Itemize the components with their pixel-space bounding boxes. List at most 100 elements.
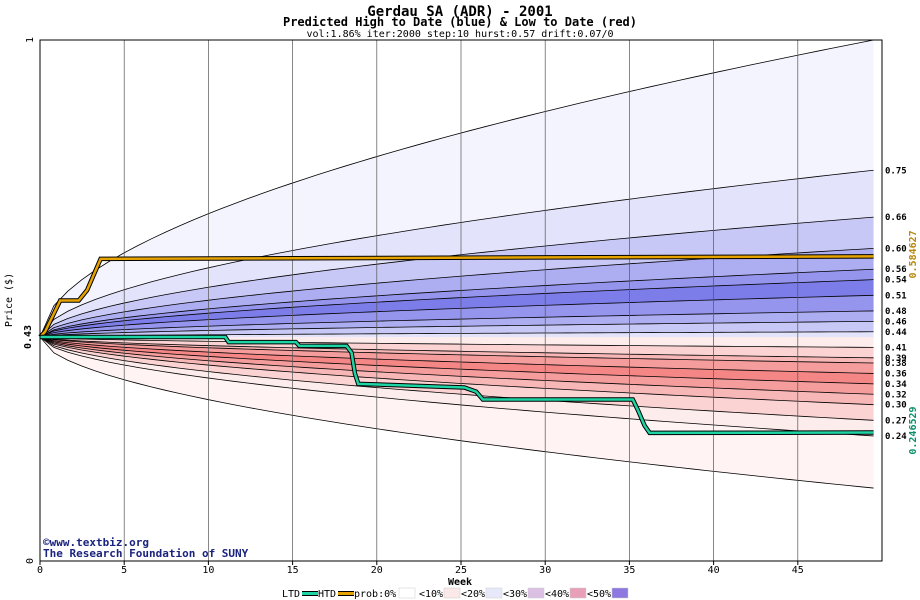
credit-foundation: The Research Foundation of SUNY [43, 547, 249, 560]
high-band-2 [40, 217, 874, 337]
y-axis-label: Price ($) [4, 273, 15, 327]
legend-swatch-7 [611, 587, 629, 599]
legend-swatch-6 [569, 587, 587, 599]
series-lines [38, 254, 874, 436]
low-band-edge-2 [39, 336, 874, 421]
legend-swatch-0 [302, 592, 318, 595]
low-band-9 [40, 336, 874, 348]
high-band-7 [40, 310, 874, 337]
legend-swatch-3 [443, 587, 461, 599]
x-tick-label-8: 40 [708, 565, 720, 576]
chart-params: vol:1.86% iter:2000 step:10 hurst:0.57 d… [306, 29, 613, 40]
series-line-htd [39, 255, 874, 338]
right-label-12: 0.36 [885, 369, 907, 379]
chart-subtitle: Predicted High to Date (blue) & Low to D… [283, 15, 637, 29]
high-band-edge-2 [39, 216, 874, 338]
low-band-3 [40, 336, 874, 405]
right-label-5: 0.51 [885, 291, 907, 301]
right-label-11: 0.38 [885, 359, 907, 369]
legend-label-1: HTD [318, 589, 336, 600]
legend-label-5: <30% [503, 589, 527, 600]
probability-bands [40, 40, 874, 489]
credit-website: ©www.textbiz.org [43, 536, 149, 549]
low-band-5 [40, 336, 874, 384]
right-label-15: 0.30 [885, 401, 907, 411]
htd-final-value: 0.584627 [908, 230, 919, 278]
legend-swatch-2 [398, 587, 416, 599]
right-label-13: 0.34 [885, 380, 907, 390]
y-tick-label-1: 1 [25, 37, 36, 43]
legend-label-3: <10% [419, 589, 443, 600]
y-tick-label-0: 0 [25, 558, 36, 564]
legend-swatch-1 [338, 592, 354, 595]
low-band-edge-7 [39, 336, 874, 364]
low-band-edge-6 [39, 336, 874, 374]
right-label-7: 0.46 [885, 317, 907, 327]
x-tick-label-7: 35 [623, 565, 635, 576]
legend-swatch-4 [485, 587, 503, 599]
low-band-edge-5 [39, 336, 874, 385]
x-axis-label: Week [448, 577, 472, 588]
x-tick-label-4: 20 [371, 565, 383, 576]
right-label-4: 0.54 [885, 276, 907, 286]
low-band-0 [40, 336, 874, 489]
low-band-6 [40, 336, 874, 374]
x-tick-label-1: 5 [121, 565, 127, 576]
low-band-edge-8 [39, 336, 874, 359]
right-label-6: 0.48 [885, 307, 907, 317]
right-label-3: 0.56 [885, 265, 907, 275]
low-band-edge-0 [39, 336, 874, 489]
x-tick-label-3: 15 [287, 565, 299, 576]
high-band-9 [40, 331, 874, 337]
x-tick-label-0: 0 [37, 565, 43, 576]
legend-label-6: <40% [545, 589, 569, 600]
high-band-6 [40, 295, 874, 337]
high-band-edge-1 [39, 169, 874, 338]
low-band-4 [40, 336, 874, 395]
low-band-edge-4 [39, 336, 874, 395]
start-price-label: 0.43 [23, 325, 34, 349]
right-label-8: 0.44 [885, 328, 907, 338]
high-band-edge-5 [39, 279, 874, 338]
right-label-17: 0.24 [885, 432, 907, 442]
high-band-1 [40, 170, 874, 337]
low-band-edge-1 [39, 336, 874, 437]
x-tick-label-5: 25 [455, 565, 467, 576]
legend-label-4: <20% [461, 589, 485, 600]
legend-label-7: <50% [587, 589, 611, 600]
right-label-2: 0.60 [885, 244, 907, 254]
right-band-labels: 0.75 0.66 0.60 0.560.54 0.51 0.480.460.44 0.41… [885, 166, 907, 442]
legend-swatch-5 [527, 587, 545, 599]
low-band-2 [40, 336, 874, 421]
x-tick-label-9: 45 [792, 565, 804, 576]
y-axis-ticks: 01 [25, 37, 36, 564]
chart-title: Gerdau SA (ADR) - 2001 [367, 4, 552, 20]
band-boundary-lines [39, 39, 874, 489]
right-label-0: 0.75 [885, 166, 907, 176]
right-label-10: 0.39 [885, 354, 907, 364]
high-band-4 [40, 269, 874, 337]
legend-label-2: prob:0% [354, 589, 396, 600]
right-label-1: 0.66 [885, 213, 907, 223]
right-label-9: 0.41 [885, 343, 907, 353]
high-band-edge-6 [39, 294, 874, 338]
high-band-edge-4 [39, 268, 874, 338]
x-tick-label-2: 10 [202, 565, 214, 576]
right-label-16: 0.27 [885, 416, 907, 426]
high-band-8 [40, 321, 874, 337]
high-band-edge-8 [39, 320, 874, 338]
low-band-1 [40, 336, 874, 436]
low-band-7 [40, 336, 874, 364]
x-axis-ticks: 0 5 10 15 20 25 30 35 40 45 [37, 561, 804, 576]
series-line-ltd [40, 335, 874, 435]
high-band-edge-0 [39, 39, 874, 338]
legend: LTD HTD prob:0% <10% <20% <30% <40% <50% [282, 587, 629, 600]
right-label-14: 0.32 [885, 390, 907, 400]
high-band-edge-7 [39, 310, 874, 338]
x-tick-label-6: 30 [539, 565, 551, 576]
low-band-edge-3 [39, 336, 874, 406]
ltd-final-value: 0.246529 [908, 406, 919, 454]
grid [123, 40, 799, 561]
low-band-edge-9 [39, 336, 874, 348]
